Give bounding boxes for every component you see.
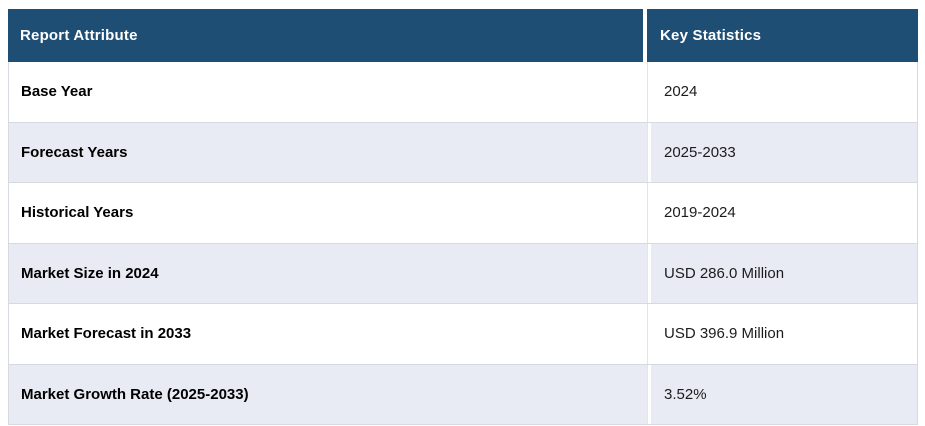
- row-value: USD 396.9 Million: [648, 304, 917, 364]
- table-row-historical-years: Historical Years 2019-2024: [9, 182, 917, 243]
- table-row-base-year: Base Year 2024: [9, 62, 917, 122]
- table-header-row: Report Attribute Key Statistics: [8, 9, 918, 62]
- row-attribute: Forecast Years: [9, 122, 648, 182]
- table-body: Base Year 2024 Forecast Years 2025-2033 …: [8, 62, 918, 425]
- table-row-market-forecast: Market Forecast in 2033 USD 396.9 Millio…: [9, 303, 917, 364]
- column-header-report-attribute: Report Attribute: [8, 9, 647, 62]
- row-value: 3.52%: [648, 364, 917, 424]
- row-value: 2019-2024: [648, 183, 917, 243]
- table-row-forecast-years: Forecast Years 2025-2033: [9, 121, 917, 182]
- row-attribute: Market Forecast in 2033: [9, 304, 648, 364]
- row-attribute: Market Growth Rate (2025-2033): [9, 364, 648, 424]
- table-row-market-size: Market Size in 2024 USD 286.0 Million: [9, 242, 917, 303]
- table-row-market-growth-rate: Market Growth Rate (2025-2033) 3.52%: [9, 363, 917, 424]
- row-attribute: Base Year: [9, 62, 648, 122]
- row-attribute: Historical Years: [9, 183, 648, 243]
- row-value: USD 286.0 Million: [648, 243, 917, 303]
- row-value: 2025-2033: [648, 122, 917, 182]
- report-attributes-table: Report Attribute Key Statistics Base Yea…: [8, 9, 918, 425]
- row-value: 2024: [648, 62, 917, 122]
- row-attribute: Market Size in 2024: [9, 243, 648, 303]
- column-header-key-statistics: Key Statistics: [647, 9, 918, 62]
